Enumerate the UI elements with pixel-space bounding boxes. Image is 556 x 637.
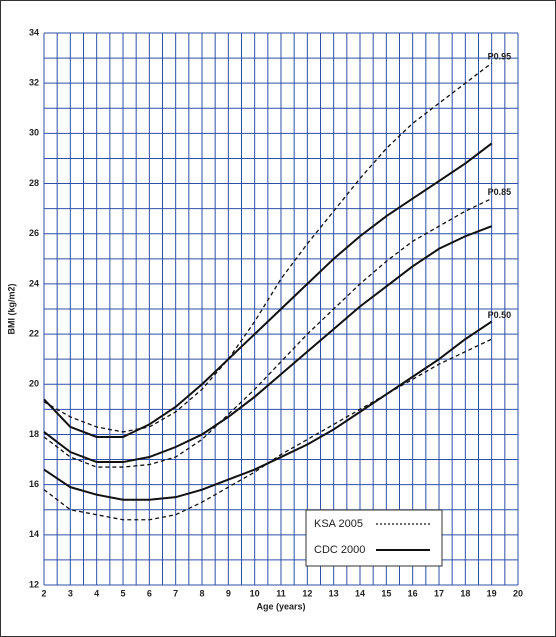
y-tick-label: 14 [29,529,39,539]
x-tick-label: 3 [68,588,73,598]
x-tick-label: 19 [487,588,497,598]
y-tick-label: 16 [29,479,39,489]
x-tick-label: 13 [329,588,339,598]
curve [43,320,493,501]
percentile-label: P0.85 [488,187,512,197]
legend-box [305,509,443,567]
x-tick-label: 20 [513,588,523,598]
x-tick-label: 12 [302,588,312,598]
x-tick-label: 10 [250,588,260,598]
x-tick-label: 15 [381,588,391,598]
x-tick-label: 8 [199,588,204,598]
x-tick-label: 4 [94,588,99,598]
x-tick-label: 2 [41,588,46,598]
y-tick-label: 34 [29,27,39,37]
y-tick-label: 24 [29,278,39,288]
x-tick-label: 5 [120,588,125,598]
y-tick-label: 12 [29,579,39,589]
x-tick-label: 11 [276,588,286,598]
legend-label: KSA 2005 [314,518,363,530]
curve [43,225,493,464]
x-axis-label: Age (years) [256,601,305,611]
y-tick-label: 26 [29,228,39,238]
x-tick-label: 18 [460,588,470,598]
y-tick-label: 18 [29,429,39,439]
x-tick-label: 16 [408,588,418,598]
x-tick-label: 14 [355,588,365,598]
y-tick-label: 30 [29,128,39,138]
x-tick-label: 6 [147,588,152,598]
curve [43,142,493,438]
y-tick-label: 32 [29,78,39,88]
y-tick-label: 20 [29,379,39,389]
y-tick-label: 22 [29,328,39,338]
x-tick-label: 17 [434,588,444,598]
curve [43,62,493,433]
x-tick-label: 9 [226,588,231,598]
legend-label: CDC 2000 [314,544,365,556]
x-tick-label: 7 [173,588,178,598]
percentile-label: P0.95 [488,51,512,61]
percentile-label: P0.50 [488,310,512,320]
y-tick-label: 28 [29,178,39,188]
y-axis-label: BMI (kg/m2) [6,283,16,334]
